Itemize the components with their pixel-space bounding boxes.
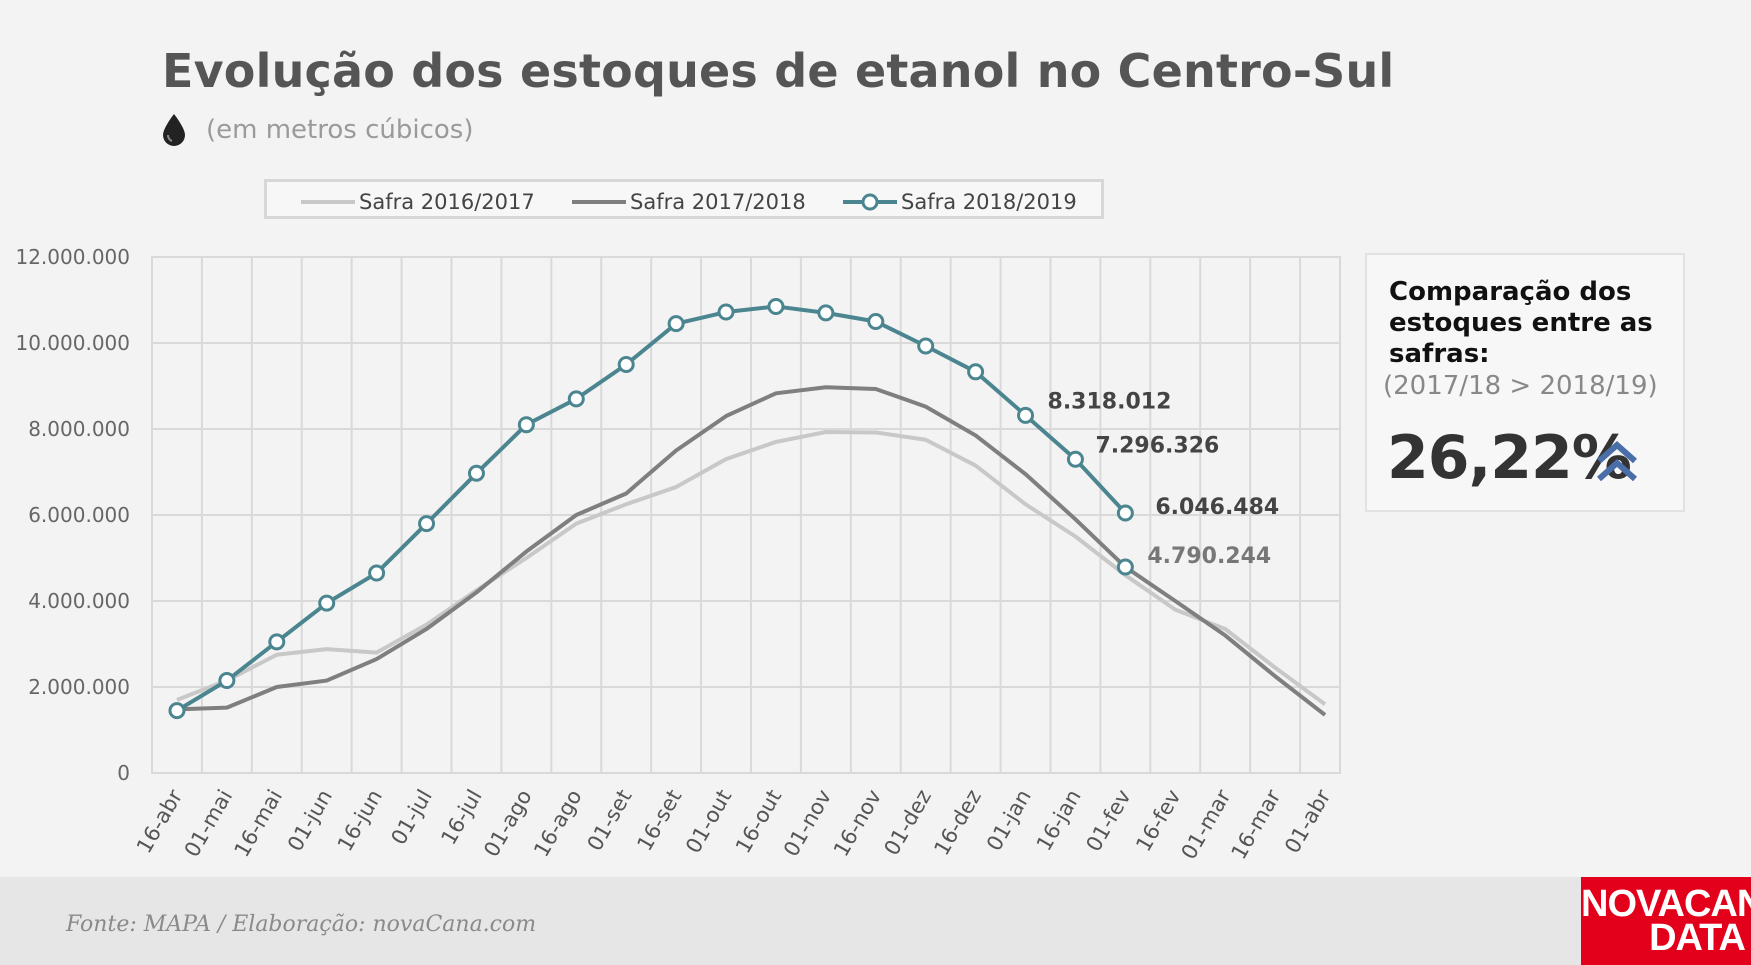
legend-label: Safra 2018/2019 <box>901 190 1077 214</box>
x-tick-label: 16-fev <box>1131 786 1185 856</box>
brand-line-1: NOVACANA <box>1581 883 1751 925</box>
x-tick-label: 01-dez <box>879 786 936 860</box>
series-point <box>1017 406 1035 424</box>
series-point <box>1066 450 1084 468</box>
legend-svg: Safra 2016/2017 Safra 2017/2018 Safra 2018… <box>301 190 1077 214</box>
data-label: 8.318.012 <box>1048 389 1172 414</box>
footer-bar <box>0 877 1751 965</box>
comparison-card: Comparação dos estoques entre as safras:… <box>1365 253 1685 512</box>
y-tick-label: 8.000.000 <box>28 417 130 441</box>
legend-label: Safra 2016/2017 <box>359 190 535 214</box>
double-chevron-up-icon <box>1597 441 1637 482</box>
legend-marker <box>861 193 879 211</box>
y-tick-label: 2.000.000 <box>28 675 130 699</box>
series-point <box>318 594 336 612</box>
data-label: 7.296.326 <box>1095 433 1219 458</box>
brand-line-2: DATA <box>1649 917 1746 959</box>
comparison-percent: 26,22% <box>1387 423 1632 493</box>
x-tick-label: 16-mai <box>230 786 288 862</box>
series-point <box>767 297 785 315</box>
x-tick-label: 01-jun <box>283 786 337 856</box>
x-tick-label: 01-abr <box>1280 785 1336 857</box>
series-point <box>168 702 186 720</box>
brand-logo: NOVACANA DATA <box>1581 877 1751 965</box>
y-tick-label: 12.000.000 <box>15 245 130 269</box>
series-point <box>967 363 985 381</box>
x-tick-label: 16-jan <box>1032 786 1086 855</box>
line-chart: 0 2.000.000 4.000.000 6.000.000 8.000.000 10.… <box>15 245 1341 864</box>
x-tick-label: 16-dez <box>929 786 986 860</box>
drop-icon <box>163 114 185 146</box>
comparison-subtitle: (2017/18 > 2018/19) <box>1383 371 1658 401</box>
x-tick-label: 16-jul <box>436 786 486 849</box>
x-tick-label: 16-set <box>632 786 686 856</box>
series-line-1 <box>176 430 1327 706</box>
source-note: Fonte: MAPA / Elaboração: novaCana.com <box>66 912 537 937</box>
comparison-heading: Comparação dos estoques entre as safras: <box>1389 277 1653 369</box>
y-tick-label: 6.000.000 <box>28 503 130 527</box>
x-tick-label: 01-nov <box>779 786 836 861</box>
x-tick-label: 01-fev <box>1081 786 1135 856</box>
series-point <box>517 416 535 434</box>
series-point <box>218 672 236 690</box>
x-tick-label: 16-mar <box>1227 785 1286 863</box>
series-point <box>268 633 286 651</box>
x-tick-label: 16-abr <box>132 785 188 857</box>
x-tick-label: 01-out <box>681 786 736 858</box>
series-point <box>368 564 386 582</box>
x-tick-label: 16-nov <box>829 786 886 861</box>
x-tick-label: 01-jul <box>386 786 436 849</box>
y-tick-label: 10.000.000 <box>15 331 130 355</box>
x-tick-label: 01-ago <box>479 786 536 862</box>
series-point <box>418 515 436 533</box>
series-point <box>817 304 835 322</box>
series-line-2 <box>176 385 1327 717</box>
y-tick-label: 0 <box>117 761 130 785</box>
y-tick-label: 4.000.000 <box>28 589 130 613</box>
series-point <box>1116 558 1134 576</box>
series-point <box>667 315 685 333</box>
data-label: 6.046.484 <box>1155 495 1279 520</box>
series-point <box>467 464 485 482</box>
legend-label: Safra 2017/2018 <box>630 190 806 214</box>
x-tick-label: 01-mai <box>180 786 238 862</box>
series-line-3 <box>175 304 1127 713</box>
x-tick-label: 01-set <box>583 786 637 856</box>
x-tick-label: 16-out <box>731 786 786 858</box>
series-point <box>567 390 585 408</box>
series-point <box>917 337 935 355</box>
x-tick-label: 01-jan <box>982 786 1036 855</box>
series-point <box>867 313 885 330</box>
x-tick-label: 16-jun <box>333 786 387 856</box>
series-point <box>617 356 635 373</box>
series-point <box>1116 504 1134 522</box>
series-point <box>717 303 735 321</box>
legend: Safra 2016/2017 Safra 2017/2018 Safra 2018… <box>264 179 1104 219</box>
x-tick-label: 16-ago <box>529 786 586 862</box>
data-label: 4.790.244 <box>1147 544 1271 569</box>
subtitle-row: (em metros cúbicos) <box>160 112 473 148</box>
chart-subtitle: (em metros cúbicos) <box>206 115 474 145</box>
chart-title: Evolução dos estoques de etanol no Centr… <box>162 44 1395 98</box>
